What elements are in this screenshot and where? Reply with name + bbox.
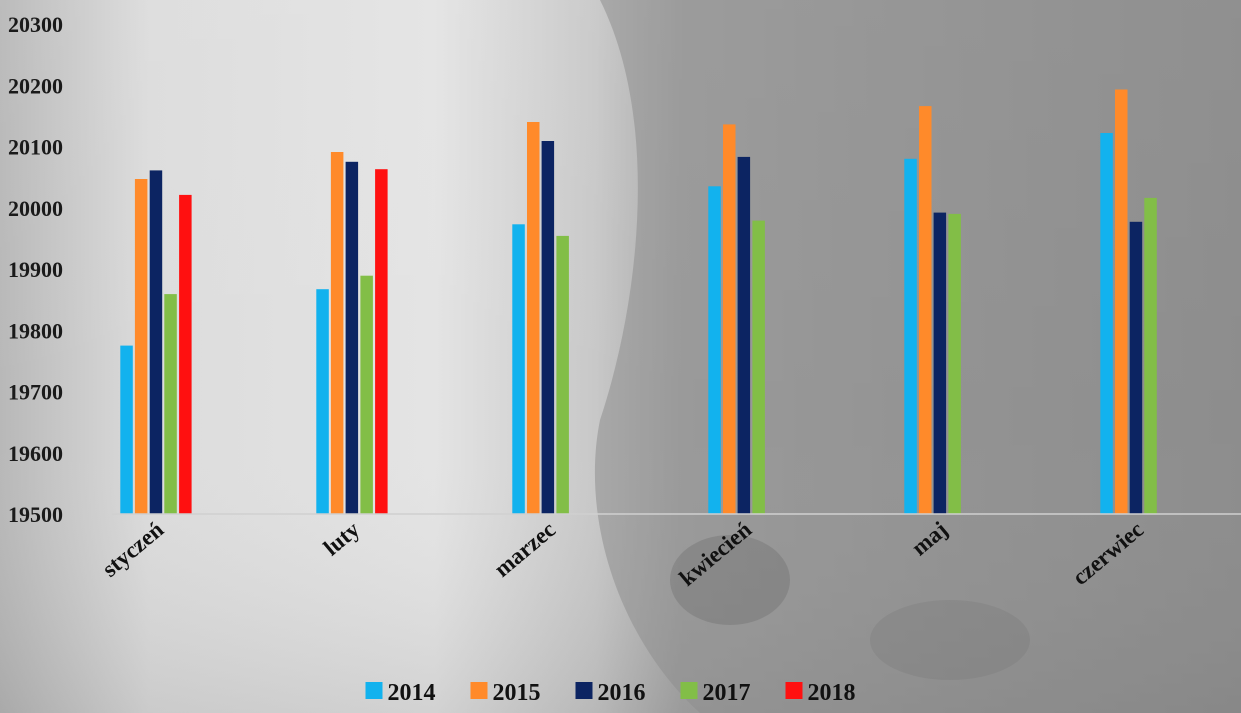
legend-label-2015: 2015 xyxy=(493,680,541,706)
bar-2016-5 xyxy=(1129,221,1143,515)
x-tick-label: kwiecień xyxy=(675,517,757,591)
y-tick-label: 20100 xyxy=(8,135,63,160)
legend-swatch-2016 xyxy=(575,682,593,699)
y-tick-label: 19600 xyxy=(8,441,63,466)
y-tick-label: 20300 xyxy=(8,12,63,37)
y-tick-label: 19800 xyxy=(8,318,63,343)
legend-label-2017: 2017 xyxy=(703,680,751,706)
bar-2014-4 xyxy=(904,158,917,515)
legend-swatch-2018 xyxy=(785,682,803,699)
bar-2016-1 xyxy=(345,161,359,515)
bar-2016-3 xyxy=(737,156,751,514)
bar-2015-5 xyxy=(1115,89,1128,514)
x-axis: styczeńlutymarzeckwiecieńmajczerwieclipi… xyxy=(97,513,1241,591)
y-tick-label: 19500 xyxy=(8,502,63,527)
legend-swatch-2015 xyxy=(470,682,488,699)
bar-2016-4 xyxy=(933,212,947,514)
bar-2017-4 xyxy=(948,213,961,514)
bar-2016-0 xyxy=(149,170,163,514)
legend-label-2018: 2018 xyxy=(808,680,856,706)
bar-2017-3 xyxy=(752,220,765,514)
bar-2015-0 xyxy=(134,179,148,514)
bar-2017-5 xyxy=(1144,197,1157,514)
bar-2014-3 xyxy=(708,186,721,515)
x-tick-label: styczeń xyxy=(97,517,168,582)
y-axis: 19500 19600 19700 19800 19900 20000 20100 20200… xyxy=(8,12,63,527)
bar-2016-2 xyxy=(541,141,555,514)
y-tick-label: 19900 xyxy=(8,257,63,282)
legend: 2014 2015 2016 2017 2018 xyxy=(365,680,856,706)
bar-2014-2 xyxy=(512,224,525,515)
x-tick-label: maj xyxy=(907,517,952,561)
x-tick-label: luty xyxy=(319,516,365,560)
legend-swatch-2014 xyxy=(365,682,383,699)
bar-2014-5 xyxy=(1100,133,1113,514)
bar-2015-4 xyxy=(919,106,932,514)
bar-2015-1 xyxy=(330,152,344,514)
bar-2017-2 xyxy=(556,235,569,514)
x-tick-label: czerwiec xyxy=(1068,517,1149,590)
bars-group xyxy=(120,89,1157,515)
y-tick-label: 19700 xyxy=(8,380,63,405)
bar-2015-2 xyxy=(527,122,540,514)
bar-2014-1 xyxy=(316,289,329,514)
bar-2015-3 xyxy=(723,124,736,515)
bar-2018-0 xyxy=(179,194,192,514)
y-tick-label: 20000 xyxy=(8,196,63,221)
legend-swatch-2017 xyxy=(680,682,698,699)
bar-2017-1 xyxy=(360,275,373,514)
legend-label-2014: 2014 xyxy=(388,680,436,706)
y-tick-label: 20200 xyxy=(8,73,63,98)
x-tick-label: marzec xyxy=(489,517,560,582)
legend-label-2016: 2016 xyxy=(598,680,646,706)
bar-2014-0 xyxy=(120,345,133,514)
bar-2018-1 xyxy=(375,169,388,514)
bar-2017-0 xyxy=(164,294,177,514)
